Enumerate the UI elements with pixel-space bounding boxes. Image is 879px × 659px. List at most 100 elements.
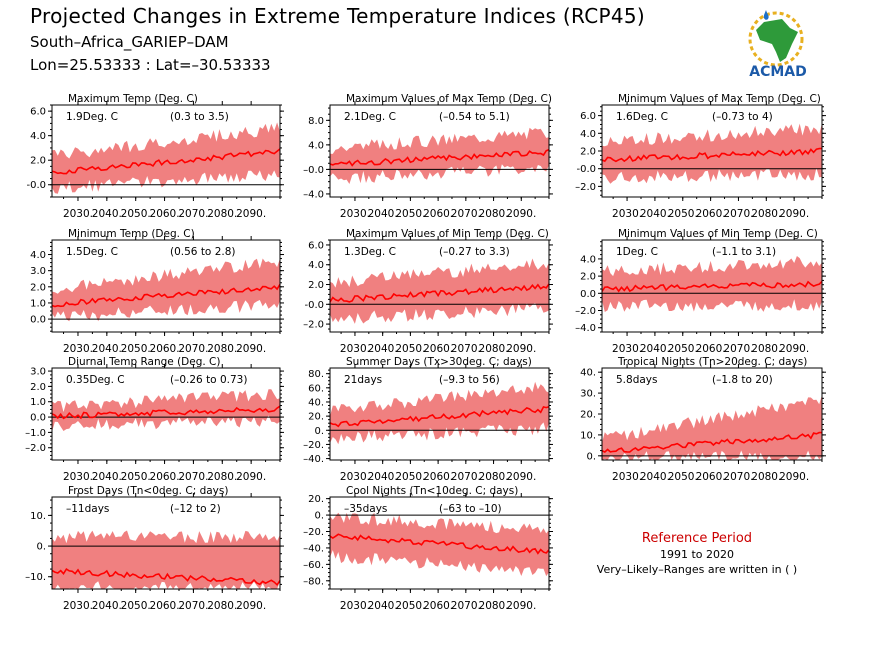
uncertainty-band bbox=[330, 512, 549, 577]
x-tick-label: 2070. bbox=[451, 208, 481, 220]
location-label: South–Africa_GARIEP–DAM bbox=[30, 33, 229, 51]
uncertainty-band bbox=[52, 530, 280, 589]
likely-range-label: (–0.27 to 3.3) bbox=[439, 246, 510, 258]
x-tick-label: 2030. bbox=[340, 343, 370, 355]
chart-panel-9: 0.10.20.30.40.2030.2040.2050.2060.2070.2… bbox=[580, 356, 826, 483]
y-tick-label: 2.0 bbox=[308, 280, 324, 291]
y-tick-label: 0. bbox=[314, 426, 324, 437]
change-value-label: 1Deg. C bbox=[616, 246, 658, 258]
x-tick-label: 2050. bbox=[395, 471, 425, 483]
chart-panel-1: -0.02.04.06.02030.2040.2050.2060.2070.20… bbox=[26, 93, 284, 220]
y-tick-label: 0.0 bbox=[30, 413, 46, 424]
x-tick-label: 2040. bbox=[368, 343, 398, 355]
y-tick-label: 4.0 bbox=[308, 140, 324, 151]
x-tick-label: 2060. bbox=[423, 208, 453, 220]
x-tick-label: 2030. bbox=[63, 343, 93, 355]
x-tick-label: 2050. bbox=[395, 600, 425, 612]
reference-period-years: 1991 to 2020 bbox=[659, 548, 735, 561]
x-tick-label: 2070. bbox=[178, 600, 208, 612]
y-tick-label: –1.0 bbox=[25, 428, 46, 439]
x-tick-label: 2090. bbox=[779, 208, 809, 220]
y-tick-label: 4.0 bbox=[30, 250, 46, 261]
x-tick-label: 2030. bbox=[612, 208, 642, 220]
y-tick-label: 1.0 bbox=[30, 298, 46, 309]
y-tick-label: –80. bbox=[303, 576, 324, 587]
page-title: Projected Changes in Extreme Temperature… bbox=[30, 4, 646, 28]
y-tick-label: 0. bbox=[586, 451, 596, 462]
y-tick-label: –2.0 bbox=[303, 320, 324, 331]
x-tick-label: 2080. bbox=[207, 600, 237, 612]
y-tick-label: -0.0 bbox=[304, 300, 324, 311]
x-tick-label: 2050. bbox=[121, 600, 151, 612]
y-tick-label: -0.0 bbox=[576, 164, 596, 175]
likely-range-label: (–9.3 to 56) bbox=[439, 374, 500, 386]
reference-period-title: Reference Period bbox=[641, 531, 753, 546]
x-tick-label: 2080. bbox=[479, 600, 509, 612]
y-tick-label: –0.0 bbox=[303, 165, 324, 176]
plot-frame bbox=[51, 367, 281, 461]
plot-frame bbox=[601, 239, 823, 333]
y-tick-label: 20. bbox=[308, 494, 324, 505]
chart-panel-6: –4.0 –2.0 0.0 2.0 4.0 2030.2040.2050.2060.207… bbox=[575, 228, 826, 355]
plot-frame bbox=[51, 496, 281, 590]
uncertainty-band bbox=[330, 258, 549, 324]
x-tick-label: 2080. bbox=[479, 208, 509, 220]
median-line bbox=[329, 148, 550, 167]
plot-frame bbox=[51, 239, 281, 333]
median-line bbox=[51, 148, 281, 175]
x-tick-label: 2040. bbox=[92, 471, 122, 483]
change-value-label: 1.9Deg. C bbox=[66, 111, 118, 123]
chart-panel-7: –2.0 –1.0 0.0 1.0 2.0 3.0 2030.2040.2050.2060.… bbox=[25, 356, 284, 483]
chart-title: Diurnal Temp Range (Deg. C) bbox=[68, 356, 220, 368]
uncertainty-band bbox=[602, 395, 822, 460]
likely-range-label: (–63 to –10) bbox=[439, 503, 502, 515]
y-tick-label: –4.0 bbox=[575, 323, 596, 334]
y-tick-label: 2.0 bbox=[30, 282, 46, 293]
y-tick-label: 2.0 bbox=[580, 147, 596, 158]
x-tick-label: 2060. bbox=[696, 208, 726, 220]
x-tick-label: 2040. bbox=[92, 600, 122, 612]
y-tick-label: –40. bbox=[303, 454, 324, 465]
y-tick-label: 4.0 bbox=[30, 131, 46, 142]
y-tick-label: –10. bbox=[25, 572, 46, 583]
x-tick-label: 2070. bbox=[178, 208, 208, 220]
x-tick-label: 2070. bbox=[451, 471, 481, 483]
chart-title: Cool Nights (Tn<10deg. C; days) bbox=[346, 485, 518, 497]
x-tick-label: 2040. bbox=[92, 208, 122, 220]
x-tick-label: 2040. bbox=[92, 343, 122, 355]
x-tick-label: 2050. bbox=[668, 208, 698, 220]
likely-range-label: (–1.8 to 20) bbox=[712, 374, 773, 386]
logo-text: ACMAD bbox=[749, 64, 807, 80]
y-tick-label: –20. bbox=[303, 527, 324, 538]
y-tick-label: 1.0 bbox=[30, 397, 46, 408]
y-tick-label: 3.0 bbox=[30, 367, 46, 378]
chart-panel-11: –80. –60. –40. –20. 0. 20. 2030.2040.2050.2060… bbox=[303, 485, 553, 612]
x-tick-label: 2070. bbox=[723, 208, 753, 220]
y-tick-label: –2.0 bbox=[25, 443, 46, 454]
y-tick-label: 10. bbox=[580, 430, 596, 441]
y-tick-label: 60. bbox=[308, 383, 324, 394]
median-line bbox=[601, 431, 822, 453]
chart-panel-3: –2.0 -0.0 2.0 4.0 6.0 2030.2040.2050.2060.207… bbox=[575, 93, 826, 220]
change-value-label: 1.5Deg. C bbox=[66, 246, 118, 258]
x-tick-label: 2040. bbox=[368, 208, 398, 220]
uncertainty-band bbox=[52, 122, 280, 194]
y-tick-label: 80. bbox=[308, 369, 324, 380]
median-line bbox=[601, 280, 823, 293]
x-tick-label: 2060. bbox=[150, 208, 180, 220]
x-tick-label: 2070. bbox=[723, 343, 753, 355]
plot-frame bbox=[329, 496, 550, 590]
y-tick-label: 2.0 bbox=[580, 272, 596, 283]
likely-range-label: (–0.73 to 4) bbox=[712, 111, 773, 123]
x-tick-label: 2080. bbox=[751, 343, 781, 355]
likely-range-label: (0.56 to 2.8) bbox=[170, 246, 236, 258]
median-line bbox=[51, 283, 281, 308]
y-tick-label: –4.0 bbox=[303, 189, 324, 200]
likely-range-label: (–0.54 to 5.1) bbox=[439, 111, 510, 123]
x-tick-label: 2080. bbox=[479, 471, 509, 483]
change-value-label: 1.6Deg. C bbox=[616, 111, 668, 123]
x-tick-label: 2090. bbox=[506, 343, 536, 355]
y-tick-label: –2.0 bbox=[575, 182, 596, 193]
x-tick-label: 2090. bbox=[506, 600, 536, 612]
